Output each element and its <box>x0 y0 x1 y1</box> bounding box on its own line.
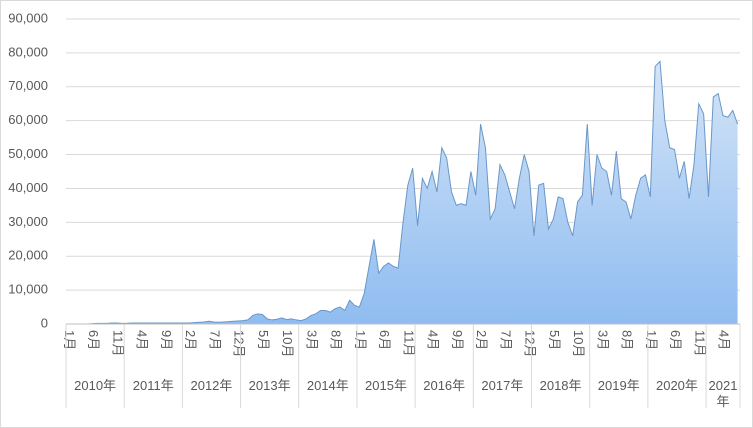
year-label: 2010年 <box>74 378 117 393</box>
x-tick-label: 9月 <box>450 330 465 350</box>
x-tick-label: 7月 <box>207 330 222 350</box>
y-tick-label: 20,000 <box>8 248 48 263</box>
year-label: 2013年 <box>248 378 291 393</box>
x-tick-label: 1月 <box>353 330 368 350</box>
area <box>68 61 738 325</box>
x-tick-label: 4月 <box>135 330 150 350</box>
x-tick-label: 11月 <box>110 330 125 357</box>
x-tick-label: 6月 <box>668 330 683 350</box>
y-tick-label: 0 <box>41 315 48 330</box>
year-label: 2021年 <box>708 378 738 409</box>
y-tick-label: 70,000 <box>8 78 48 93</box>
y-tick-label: 10,000 <box>8 282 48 297</box>
x-tick-label: 6月 <box>377 330 392 350</box>
y-tick-label: 40,000 <box>8 180 48 195</box>
x-tick-label: 11月 <box>401 330 416 357</box>
x-tick-label: 12月 <box>232 330 247 357</box>
x-tick-label: 4月 <box>717 330 732 350</box>
area-line <box>68 60 739 325</box>
year-label: 2012年 <box>190 378 233 393</box>
year-label: 2016年 <box>423 378 466 393</box>
year-label: 2014年 <box>306 378 349 393</box>
x-tick-label: 3月 <box>595 330 610 350</box>
x-tick-label: 5月 <box>547 330 562 350</box>
x-tick-label: 6月 <box>86 330 101 350</box>
year-label: 2018年 <box>539 378 582 393</box>
y-tick-label: 50,000 <box>8 146 48 161</box>
x-tick-label: 10月 <box>280 330 295 357</box>
y-tick-label: 90,000 <box>8 10 48 25</box>
x-tick-label: 2月 <box>474 330 489 350</box>
x-tick-label: 12月 <box>523 330 538 357</box>
x-tick-label: 4月 <box>426 330 441 350</box>
x-tick-label: 7月 <box>498 330 513 350</box>
x-tick-label: 8月 <box>329 330 344 350</box>
x-tick-label: 10月 <box>571 330 586 357</box>
y-tick-label: 30,000 <box>8 214 48 229</box>
x-tick-label: 1月 <box>62 330 77 350</box>
x-tick-label: 9月 <box>159 330 174 350</box>
x-tick-label: 1月 <box>644 330 659 350</box>
x-tick-label: 11月 <box>692 330 707 357</box>
year-label: 2011年 <box>132 378 174 393</box>
y-tick-label: 80,000 <box>8 44 48 59</box>
year-label: 2019年 <box>597 378 640 393</box>
x-tick-label: 3月 <box>304 330 319 350</box>
x-tick-label: 2月 <box>183 330 198 350</box>
year-label: 2020年 <box>655 378 698 393</box>
x-tick-label: 5月 <box>256 330 271 350</box>
year-label: 2015年 <box>365 378 407 393</box>
y-tick-label: 60,000 <box>8 112 48 127</box>
x-tick-label: 8月 <box>620 330 635 350</box>
year-label: 2017年 <box>481 378 524 393</box>
